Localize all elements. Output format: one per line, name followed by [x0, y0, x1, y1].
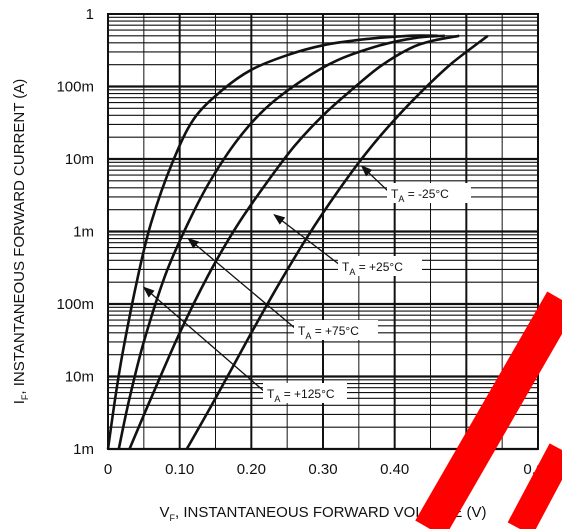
y-tick-label: 100m — [56, 79, 94, 96]
y-tick-label: 10m — [65, 151, 94, 168]
x-axis-title: VF, INSTANTANEOUS FORWARD VOLTAGE (V) — [160, 504, 487, 523]
callout-arrow — [273, 214, 341, 266]
callout-label: TA = -25°C — [391, 187, 449, 204]
x-tick-label: 0.20 — [237, 461, 266, 478]
y-tick-label: 1m — [73, 441, 94, 458]
watermark-stroke — [415, 291, 562, 529]
y-tick-label: 10m — [65, 369, 94, 386]
x-tick-label: 0.10 — [165, 461, 194, 478]
series-line — [185, 34, 489, 450]
series-line — [128, 34, 460, 450]
callout-label: TA = +125°C — [267, 387, 335, 404]
x-tick-label: 0.30 — [308, 461, 337, 478]
callout-box — [338, 256, 422, 276]
callout-label: TA = +25°C — [342, 260, 403, 277]
x-tick-label: 0 — [104, 461, 112, 478]
y-tick-label: 1 — [86, 6, 94, 23]
x-tick-label: 0.40 — [380, 461, 409, 478]
y-axis-title: IF, INSTANTANEOUS FORWARD CURRENT (A) — [11, 79, 30, 405]
callout-label: TA = +75°C — [298, 324, 359, 341]
plot-frame — [107, 13, 539, 450]
watermark-logo — [415, 291, 562, 529]
callout-box — [263, 383, 347, 403]
callout-arrow — [142, 286, 266, 393]
callouts: TA = -25°C TA = +25°C TA = +75°C TA = +125°… — [142, 165, 471, 404]
series-lines — [106, 34, 489, 450]
series-line — [117, 34, 445, 450]
watermark-stroke — [507, 443, 562, 529]
y-tick-label: 100m — [56, 296, 94, 313]
callout-arrow — [360, 165, 390, 193]
callout-box — [294, 320, 378, 340]
y-tick-label: 1m — [73, 224, 94, 241]
axis-titles: VF, INSTANTANEOUS FORWARD VOLTAGE (V) IF,… — [11, 79, 486, 523]
series-line — [106, 34, 438, 450]
callout-arrow — [187, 237, 297, 330]
callout-box — [387, 183, 471, 203]
